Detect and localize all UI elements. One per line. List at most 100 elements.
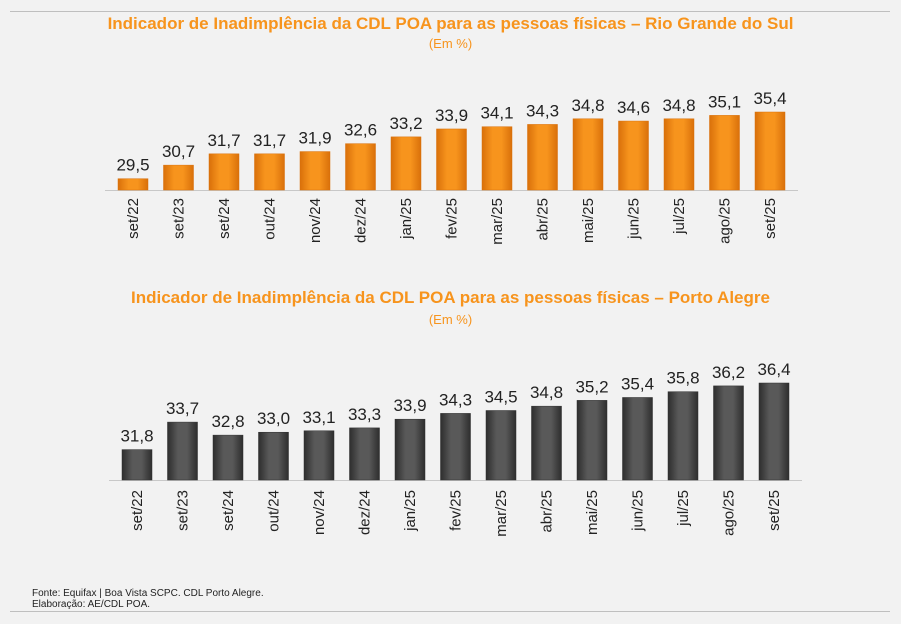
data-label-poa-8: 34,5	[484, 388, 517, 407]
bar-poa-10	[576, 400, 608, 481]
data-label-rs-1: 30,7	[162, 142, 195, 161]
tick-label-rs-14: set/25	[762, 198, 779, 239]
data-label-poa-13: 36,2	[712, 363, 745, 382]
tick-label-poa-2: set/24	[220, 490, 237, 531]
data-label-poa-10: 35,2	[575, 377, 608, 396]
footer-source: Fonte: Equifax | Boa Vista SCPC. CDL Por…	[32, 588, 264, 599]
bar-rs-14	[754, 111, 786, 191]
tick-label-poa-9: abr/25	[539, 490, 556, 533]
bar-poa-13	[713, 385, 744, 481]
bar-rs-5	[345, 143, 376, 191]
tick-label-rs-6: jan/25	[398, 198, 415, 240]
bar-rs-13	[709, 115, 740, 191]
bar-poa-2	[212, 434, 244, 481]
bar-rs-7	[436, 128, 467, 191]
data-label-poa-1: 33,7	[166, 399, 199, 418]
bar-rs-0	[117, 178, 149, 191]
bar-chart-porto-alegre: 31,8 set/22 33,7 set/23 32,8 set/24 33,0 out/24…	[109, 360, 802, 537]
tick-label-rs-11: jun/25	[626, 198, 643, 240]
tick-label-rs-4: nov/24	[307, 198, 324, 243]
tick-label-poa-0: set/22	[129, 490, 146, 531]
data-label-rs-2: 31,7	[207, 131, 240, 150]
tick-label-rs-1: set/23	[171, 198, 188, 239]
tick-label-rs-3: out/24	[262, 198, 279, 240]
chart-subtitle-poa: (Em %)	[428, 312, 473, 327]
tick-label-poa-8: mar/25	[493, 490, 510, 537]
tick-label-poa-5: dez/24	[357, 490, 374, 535]
bar-poa-11	[622, 397, 653, 481]
tick-label-poa-13: ago/25	[721, 490, 738, 536]
footer: Fonte: Equifax | Boa Vista SCPC. CDL Por…	[32, 588, 264, 610]
data-label-poa-7: 34,3	[439, 390, 472, 409]
bar-poa-4	[303, 430, 335, 481]
tick-label-rs-2: set/24	[216, 198, 233, 239]
tick-label-rs-13: ago/25	[717, 198, 734, 244]
data-label-rs-3: 31,7	[253, 131, 286, 150]
data-label-rs-5: 32,6	[344, 121, 377, 140]
tick-label-rs-7: fev/25	[444, 198, 461, 239]
data-label-rs-0: 29,5	[116, 156, 149, 175]
data-label-rs-13: 35,1	[708, 92, 741, 111]
tick-label-rs-5: dez/24	[353, 198, 370, 243]
data-label-poa-5: 33,3	[348, 405, 381, 424]
tick-label-poa-4: nov/24	[311, 490, 328, 535]
data-label-poa-9: 34,8	[530, 383, 563, 402]
data-label-rs-6: 33,2	[389, 114, 422, 133]
data-label-poa-4: 33,1	[302, 408, 335, 427]
bar-poa-1	[167, 421, 198, 481]
top-rule	[10, 11, 890, 12]
bar-poa-5	[349, 427, 380, 481]
bar-poa-6	[394, 418, 426, 481]
data-label-rs-11: 34,6	[617, 98, 650, 117]
bar-rs-8	[481, 126, 513, 191]
bar-rs-12	[663, 118, 695, 191]
tick-label-poa-11: jun/25	[630, 490, 647, 532]
chart-title-rs: Indicador de Inadimplência da CDL POA pa…	[107, 14, 794, 33]
data-label-poa-14: 36,4	[757, 360, 790, 379]
data-label-rs-10: 34,8	[571, 96, 604, 115]
data-label-rs-9: 34,3	[526, 101, 559, 120]
tick-label-rs-9: abr/25	[535, 198, 552, 241]
bar-poa-3	[258, 431, 289, 481]
bar-poa-14	[758, 382, 790, 481]
data-label-poa-11: 35,4	[621, 374, 654, 393]
footer-elaboration: Elaboração: AE/CDL POA.	[32, 599, 151, 610]
tick-label-poa-6: jan/25	[402, 490, 419, 532]
bar-poa-0	[121, 449, 153, 481]
bar-rs-4	[299, 151, 331, 191]
data-label-rs-4: 31,9	[298, 129, 331, 148]
data-label-poa-6: 33,9	[393, 396, 426, 415]
tick-label-rs-0: set/22	[125, 198, 142, 239]
bar-chart-rio-grande-do-sul: 29,5 set/22 30,7 set/23 31,7 set/24 31,7 out/24…	[105, 89, 798, 245]
bar-rs-6	[390, 136, 422, 191]
chart-subtitle-rs: (Em %)	[428, 36, 473, 51]
data-label-poa-12: 35,8	[666, 369, 699, 388]
data-label-rs-8: 34,1	[480, 104, 513, 123]
data-label-poa-3: 33,0	[257, 409, 290, 428]
bar-rs-2	[208, 153, 240, 191]
bar-poa-8	[485, 410, 517, 481]
tick-label-poa-12: jul/25	[675, 490, 692, 527]
tick-label-poa-7: fev/25	[448, 490, 465, 531]
tick-label-rs-8: mar/25	[489, 198, 506, 245]
bar-poa-9	[531, 405, 562, 481]
data-label-poa-2: 32,8	[211, 412, 244, 431]
bar-rs-11	[618, 120, 649, 191]
data-label-rs-7: 33,9	[435, 106, 468, 125]
bar-rs-1	[163, 164, 194, 191]
chart-title-poa: Indicador de Inadimplência da CDL POA pa…	[131, 288, 770, 307]
data-label-poa-0: 31,8	[120, 427, 153, 446]
tick-label-poa-3: out/24	[266, 490, 283, 532]
tick-label-poa-1: set/23	[175, 490, 192, 531]
data-label-rs-12: 34,8	[662, 96, 695, 115]
bar-poa-7	[440, 413, 471, 481]
bar-rs-9	[527, 124, 558, 191]
tick-label-poa-10: mai/25	[584, 490, 601, 535]
bar-rs-10	[572, 118, 604, 191]
data-label-rs-14: 35,4	[753, 89, 786, 108]
tick-label-rs-10: mai/25	[580, 198, 597, 243]
bar-poa-12	[667, 391, 699, 481]
tick-label-poa-14: set/25	[766, 490, 783, 531]
tick-label-rs-12: jul/25	[671, 198, 688, 235]
bottom-rule	[10, 611, 890, 612]
